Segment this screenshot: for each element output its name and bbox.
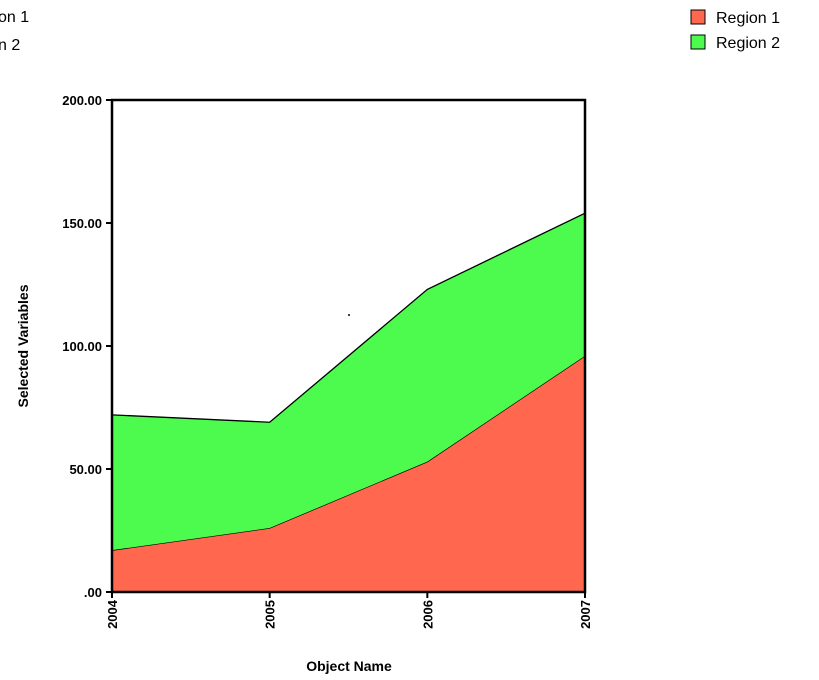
y-tick-label: .00 [84, 585, 102, 600]
legend-label-1: Region 1 [716, 10, 780, 27]
legend-swatch-1 [690, 9, 706, 25]
legend: Region 1 Region 2 [690, 9, 780, 52]
area-series-2 [112, 213, 585, 551]
clipped-legend-label-2: n 2 [0, 37, 20, 54]
series-line-2 [111, 212, 586, 423]
y-tick-label: 200.00 [62, 93, 102, 108]
legend-label-2: Region 2 [716, 35, 780, 52]
x-tick-label: 2005 [263, 600, 278, 629]
y-tick-label: 50.00 [69, 462, 102, 477]
y-axis-title: Selected Variables [15, 284, 31, 407]
clipped-legend-label-1: on 1 [0, 9, 29, 26]
y-tick-label: 150.00 [62, 216, 102, 231]
legend-swatch-2 [690, 34, 706, 50]
series-areas [111, 212, 586, 592]
clipped-legend: on 1 n 2 [0, 9, 29, 54]
stray-dot [348, 314, 350, 316]
x-axis-title: Object Name [306, 658, 392, 674]
area-series-1 [112, 355, 585, 592]
x-tick-label: 2006 [420, 600, 435, 629]
x-tick-label: 2004 [105, 599, 120, 629]
x-axis: 2004 2005 2006 2007 [105, 592, 593, 629]
x-tick-label: 2007 [578, 600, 593, 629]
y-tick-label: 100.00 [62, 339, 102, 354]
y-axis: .00 50.00 100.00 150.00 200.00 [62, 93, 112, 600]
